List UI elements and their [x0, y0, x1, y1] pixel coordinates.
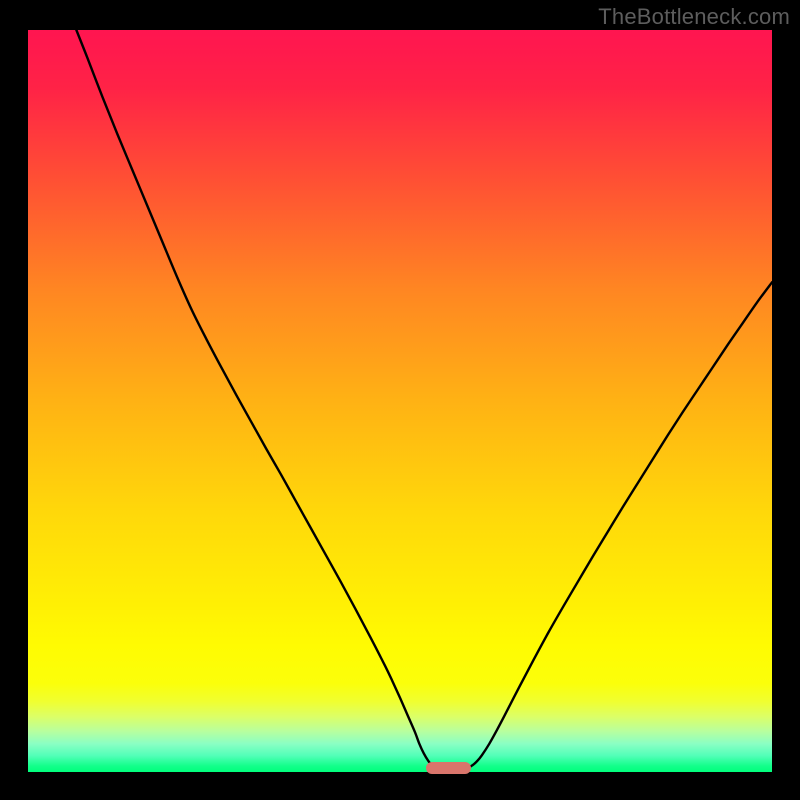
bottleneck-curve	[28, 30, 772, 772]
optimal-marker	[426, 762, 471, 774]
chart-container: TheBottleneck.com	[0, 0, 800, 800]
watermark-text: TheBottleneck.com	[598, 4, 790, 30]
plot-area	[28, 30, 772, 772]
